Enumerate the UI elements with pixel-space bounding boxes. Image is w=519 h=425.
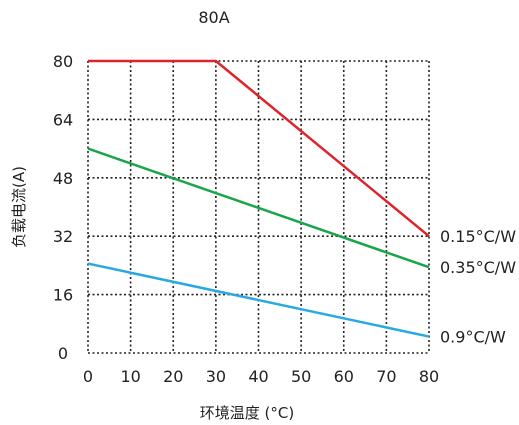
series-label-1: 0.15°C/W [440,227,516,246]
x-tick-label: 70 [376,367,396,386]
grid [87,60,430,354]
x-tick-label: 50 [291,367,311,386]
series-label-3: 0.9°C/W [440,328,506,347]
x-tick-label: 30 [206,367,226,386]
series-line-2 [87,147,430,269]
x-axis-ticks: 0 10 20 30 40 50 60 70 80 [83,367,439,386]
series-lines [87,59,430,338]
x-tick-label: 20 [163,367,183,386]
y-tick-label: 48 [53,169,73,188]
y-tick-label: 16 [53,286,73,305]
y-axis-label: 负载电流(A) [10,166,28,248]
y-axis-ticks: 0 16 32 48 64 80 [53,52,73,363]
chart-title: 80A [198,8,229,27]
y-tick-label: 64 [53,110,73,129]
y-tick-label: 0 [58,344,68,363]
y-tick-label: 80 [53,52,73,71]
x-tick-label: 0 [83,367,93,386]
y-tick-label: 32 [53,227,73,246]
x-axis-label: 环境温度 (°C) [200,404,294,422]
x-tick-label: 60 [334,367,354,386]
series-line-1 [88,59,430,238]
x-tick-label: 40 [248,367,268,386]
x-tick-label: 80 [419,367,439,386]
series-label-2: 0.35°C/W [440,258,516,277]
series-line-3 [87,262,430,338]
x-tick-label: 10 [120,367,140,386]
series-labels: 0.15°C/W 0.35°C/W 0.9°C/W [440,227,516,346]
